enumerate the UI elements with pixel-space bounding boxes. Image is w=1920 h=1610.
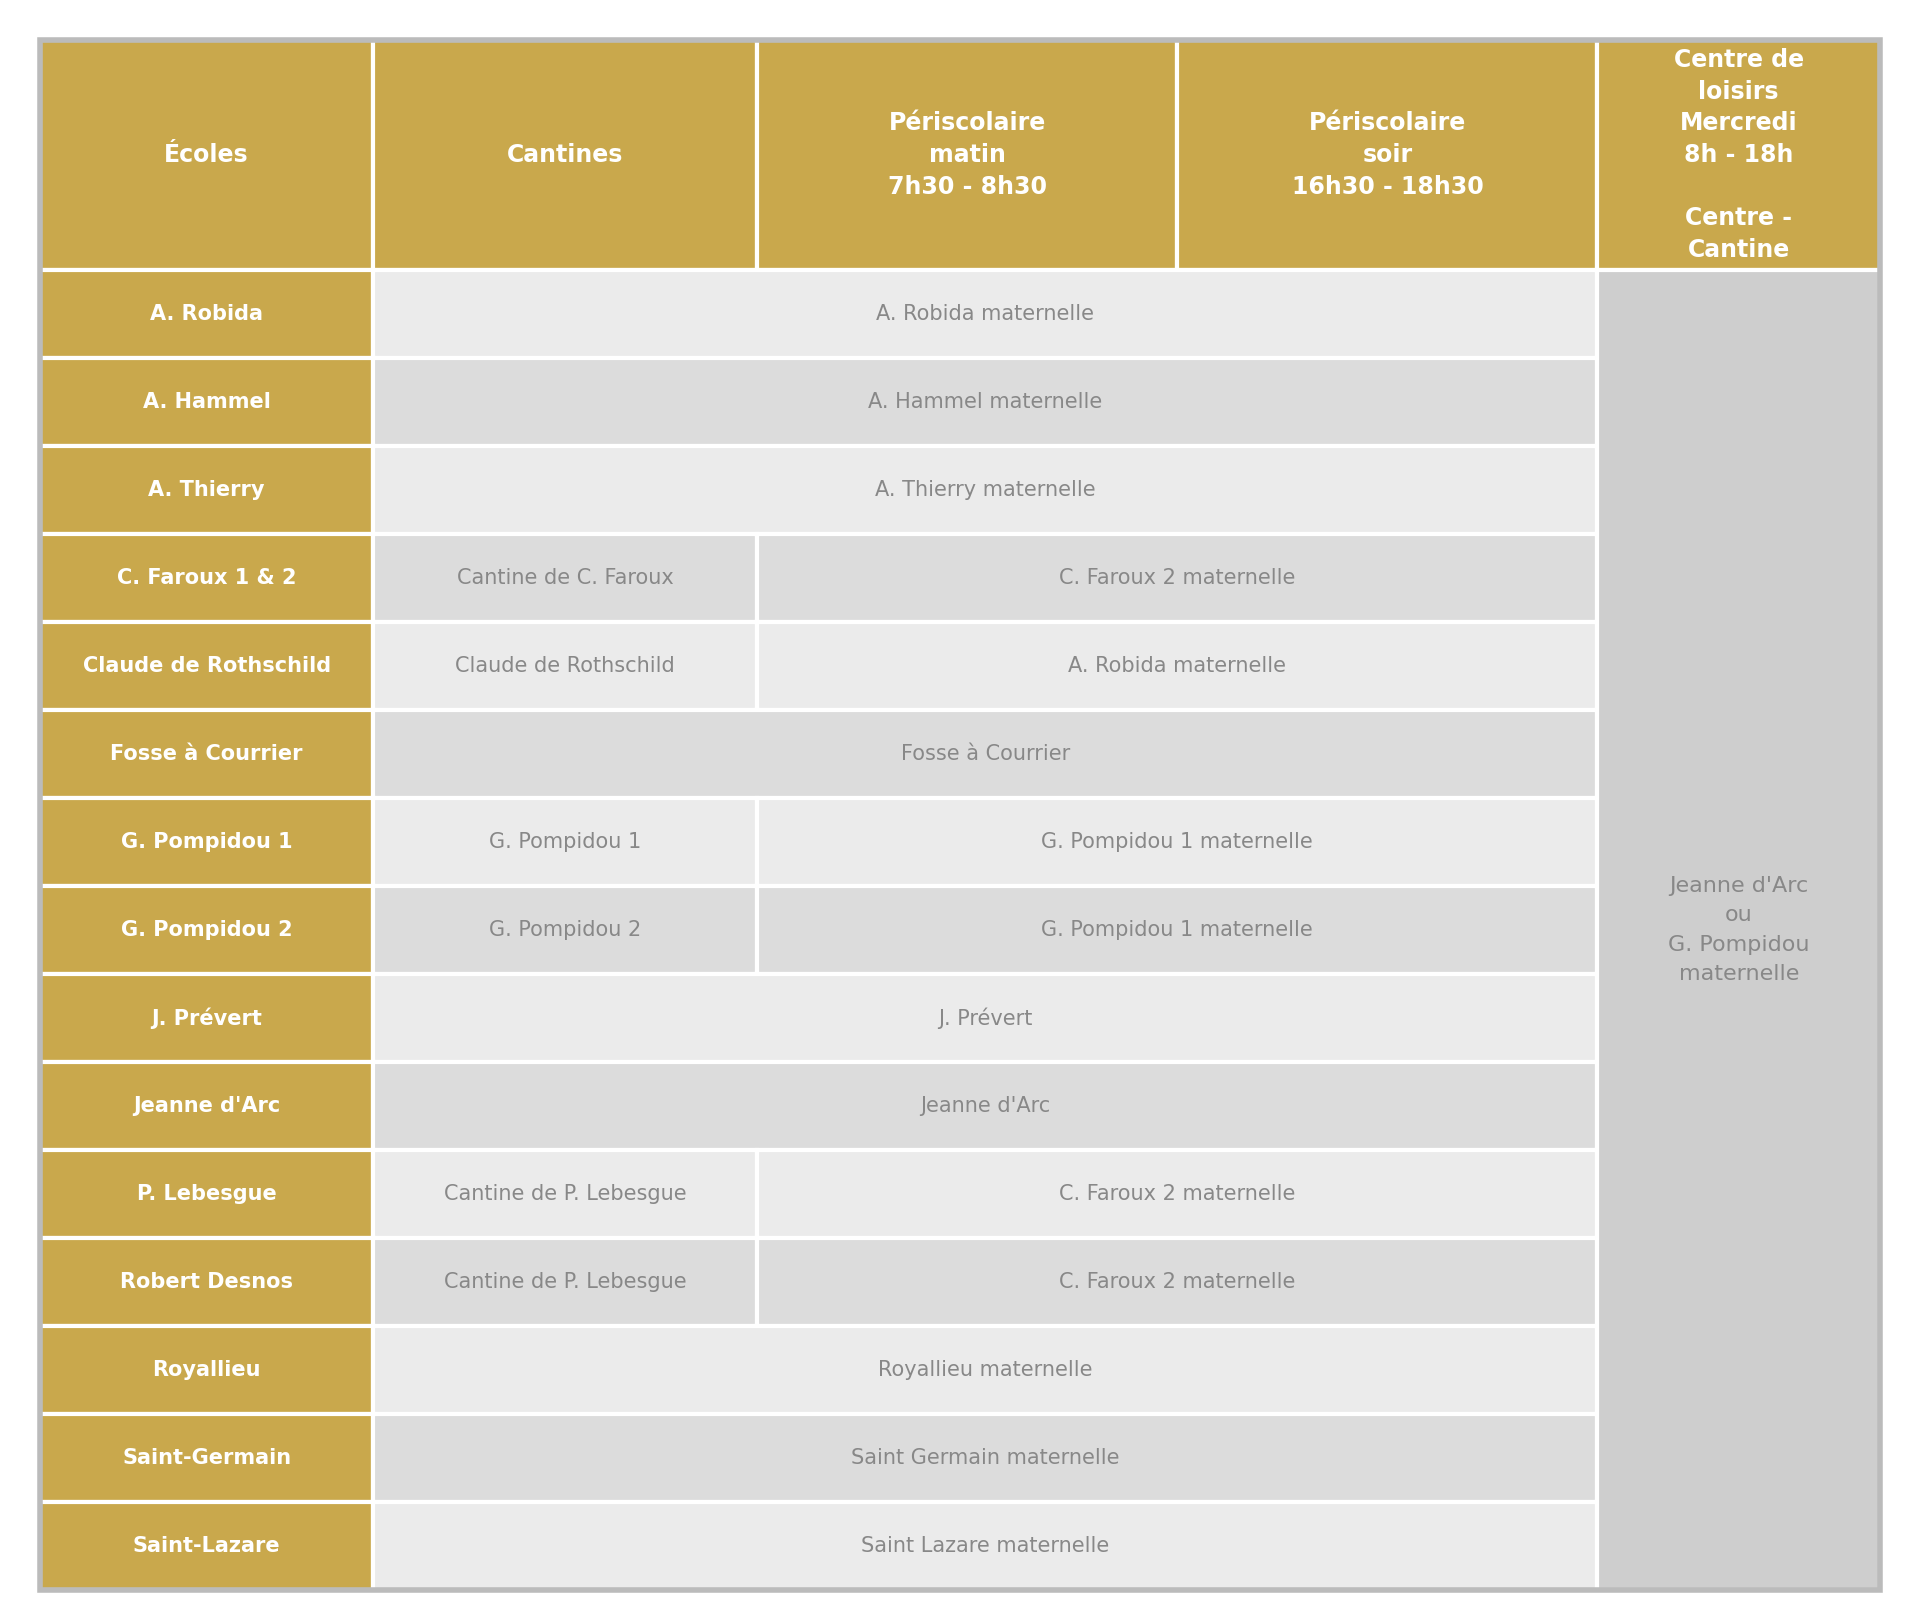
- Bar: [40, 1502, 372, 1591]
- Bar: [40, 799, 372, 886]
- Bar: [40, 1414, 372, 1502]
- Bar: [372, 710, 1597, 799]
- Text: A. Robida: A. Robida: [150, 304, 263, 324]
- Text: Jeanne d'Arc: Jeanne d'Arc: [132, 1096, 280, 1116]
- Bar: [756, 535, 1597, 621]
- Text: Claude de Rothschild: Claude de Rothschild: [83, 655, 330, 676]
- Bar: [372, 1238, 756, 1327]
- Bar: [372, 1414, 1597, 1502]
- Text: G. Pompidou 2: G. Pompidou 2: [490, 919, 641, 940]
- Bar: [40, 535, 372, 621]
- Bar: [372, 1150, 756, 1238]
- Bar: [1177, 40, 1597, 270]
- Text: Périscolaire
soir
16h30 - 18h30: Périscolaire soir 16h30 - 18h30: [1292, 111, 1484, 198]
- Text: Royallieu maternelle: Royallieu maternelle: [877, 1360, 1092, 1380]
- Bar: [756, 799, 1597, 886]
- Text: Cantine de P. Lebesgue: Cantine de P. Lebesgue: [444, 1272, 687, 1291]
- Bar: [40, 974, 372, 1063]
- Text: G. Pompidou 2: G. Pompidou 2: [121, 919, 292, 940]
- Text: C. Faroux 1 & 2: C. Faroux 1 & 2: [117, 568, 296, 588]
- Bar: [372, 1063, 1597, 1150]
- Bar: [1597, 270, 1880, 1591]
- Text: Fosse à Courrier: Fosse à Courrier: [900, 744, 1069, 765]
- Text: A. Robida maternelle: A. Robida maternelle: [876, 304, 1094, 324]
- Bar: [372, 1327, 1597, 1414]
- Text: Robert Desnos: Robert Desnos: [121, 1272, 294, 1291]
- Text: A. Hammel: A. Hammel: [142, 391, 271, 412]
- Text: Cantines: Cantines: [507, 143, 624, 167]
- Bar: [40, 270, 372, 357]
- Bar: [372, 40, 756, 270]
- Text: C. Faroux 2 maternelle: C. Faroux 2 maternelle: [1060, 1272, 1296, 1291]
- Bar: [372, 1502, 1597, 1591]
- Bar: [40, 40, 372, 270]
- Bar: [372, 270, 1597, 357]
- Bar: [40, 446, 372, 535]
- Bar: [756, 40, 1177, 270]
- Bar: [40, 1327, 372, 1414]
- Text: Royallieu: Royallieu: [152, 1360, 261, 1380]
- Text: A. Thierry: A. Thierry: [148, 480, 265, 501]
- Text: Jeanne d'Arc
ou
G. Pompidou
maternelle: Jeanne d'Arc ou G. Pompidou maternelle: [1668, 876, 1809, 984]
- Bar: [40, 886, 372, 974]
- Text: Saint Germain maternelle: Saint Germain maternelle: [851, 1447, 1119, 1468]
- Text: Cantine de C. Faroux: Cantine de C. Faroux: [457, 568, 674, 588]
- Text: Cantine de P. Lebesgue: Cantine de P. Lebesgue: [444, 1183, 687, 1204]
- Text: Saint-Lazare: Saint-Lazare: [132, 1536, 280, 1555]
- Text: G. Pompidou 1: G. Pompidou 1: [121, 832, 292, 852]
- Text: Claude de Rothschild: Claude de Rothschild: [455, 655, 676, 676]
- Bar: [372, 357, 1597, 446]
- Text: J. Prévert: J. Prévert: [152, 1008, 261, 1029]
- Text: P. Lebesgue: P. Lebesgue: [136, 1183, 276, 1204]
- Text: C. Faroux 2 maternelle: C. Faroux 2 maternelle: [1060, 568, 1296, 588]
- Bar: [756, 621, 1597, 710]
- Bar: [1597, 40, 1880, 270]
- Text: A. Thierry maternelle: A. Thierry maternelle: [876, 480, 1096, 501]
- Text: Fosse à Courrier: Fosse à Courrier: [109, 744, 303, 765]
- Text: J. Prévert: J. Prévert: [939, 1008, 1033, 1029]
- Bar: [40, 1150, 372, 1238]
- Text: Centre de
loisirs
Mercredi
8h - 18h

Centre -
Cantine: Centre de loisirs Mercredi 8h - 18h Cent…: [1674, 48, 1803, 262]
- Text: G. Pompidou 1 maternelle: G. Pompidou 1 maternelle: [1041, 919, 1313, 940]
- Bar: [756, 886, 1597, 974]
- Text: A. Robida maternelle: A. Robida maternelle: [1068, 655, 1286, 676]
- Bar: [372, 799, 756, 886]
- Text: Saint Lazare maternelle: Saint Lazare maternelle: [862, 1536, 1110, 1555]
- Text: C. Faroux 2 maternelle: C. Faroux 2 maternelle: [1060, 1183, 1296, 1204]
- Bar: [40, 621, 372, 710]
- Bar: [40, 1238, 372, 1327]
- Bar: [40, 710, 372, 799]
- Text: Jeanne d'Arc: Jeanne d'Arc: [920, 1096, 1050, 1116]
- Bar: [40, 1063, 372, 1150]
- Bar: [756, 1150, 1597, 1238]
- Text: G. Pompidou 1 maternelle: G. Pompidou 1 maternelle: [1041, 832, 1313, 852]
- Bar: [372, 446, 1597, 535]
- Bar: [372, 886, 756, 974]
- Text: Saint-Germain: Saint-Germain: [123, 1447, 292, 1468]
- Bar: [372, 621, 756, 710]
- Text: A. Hammel maternelle: A. Hammel maternelle: [868, 391, 1102, 412]
- Text: G. Pompidou 1: G. Pompidou 1: [490, 832, 641, 852]
- Bar: [372, 974, 1597, 1063]
- Text: Écoles: Écoles: [165, 143, 250, 167]
- Bar: [40, 357, 372, 446]
- Bar: [756, 1238, 1597, 1327]
- Text: Périscolaire
matin
7h30 - 8h30: Périscolaire matin 7h30 - 8h30: [887, 111, 1046, 198]
- Bar: [372, 535, 756, 621]
